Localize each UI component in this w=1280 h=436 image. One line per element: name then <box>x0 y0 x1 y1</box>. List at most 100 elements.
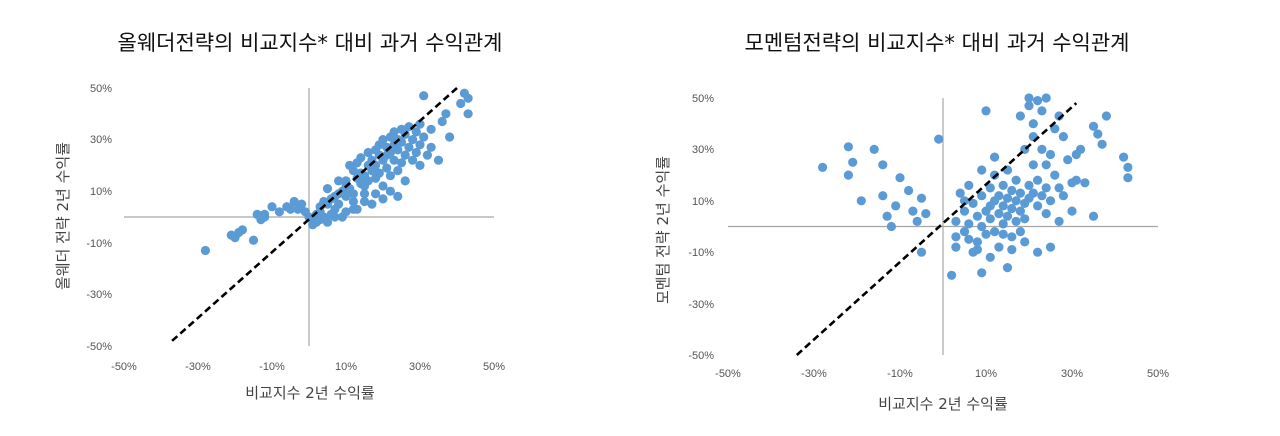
data-point <box>1123 162 1133 172</box>
data-point <box>426 124 436 134</box>
data-point <box>348 196 358 207</box>
y-tick-label: 10% <box>692 196 714 208</box>
data-point <box>1101 111 1111 121</box>
data-point <box>389 127 399 137</box>
x-tick-label: -10% <box>259 361 285 373</box>
data-point <box>248 235 259 245</box>
x-tick-label: -30% <box>185 361 211 373</box>
data-point <box>408 135 418 145</box>
data-point <box>334 199 344 209</box>
data-point <box>1119 152 1129 162</box>
data-point <box>348 204 358 214</box>
data-point <box>374 168 384 178</box>
data-point <box>378 135 388 145</box>
data-point <box>985 183 995 193</box>
data-point <box>393 166 403 176</box>
data-point <box>886 221 897 232</box>
data-point <box>1045 196 1056 206</box>
data-point <box>1123 173 1133 183</box>
data-point <box>977 268 987 278</box>
data-point <box>1011 175 1021 185</box>
data-point <box>1050 170 1060 180</box>
data-point <box>843 142 854 152</box>
data-point <box>341 207 351 217</box>
x-axis-ticks: -50% -30% -10% 10% 30% 50% <box>715 368 1169 380</box>
data-point <box>1097 139 1107 149</box>
data-point <box>1020 214 1030 224</box>
data-point <box>1033 201 1043 211</box>
data-point <box>964 180 974 190</box>
chart-momentum: 모멘텀전략의 비교지수* 대비 과거 수익관계 50% 30% 10% -10%… <box>654 31 1169 413</box>
data-point <box>1063 155 1073 165</box>
data-point <box>363 176 373 186</box>
data-point <box>1011 216 1021 226</box>
data-point <box>393 145 403 155</box>
data-point <box>389 155 399 165</box>
x-tick-label: -50% <box>111 361 137 373</box>
data-point <box>959 196 970 206</box>
y-tick-label: -10% <box>688 247 714 259</box>
data-point <box>1067 206 1077 216</box>
data-point <box>385 186 395 196</box>
data-point <box>200 245 210 256</box>
data-point <box>994 191 1004 201</box>
x-tick-label: 10% <box>975 368 997 380</box>
data-point <box>1041 160 1051 170</box>
data-point <box>998 180 1008 190</box>
data-point <box>400 150 410 160</box>
y-axis-title: 올웨더 전략 2년 수익률 <box>54 142 72 290</box>
data-point <box>396 158 407 168</box>
data-point <box>848 157 858 167</box>
data-point <box>843 170 854 180</box>
data-point <box>315 215 325 225</box>
data-point <box>990 152 1000 162</box>
data-point <box>959 227 970 237</box>
data-point <box>463 109 473 119</box>
data-point <box>972 237 983 247</box>
data-point <box>912 216 922 226</box>
data-point <box>1088 211 1099 221</box>
data-point <box>1015 227 1025 237</box>
data-point <box>411 147 421 158</box>
data-point <box>415 140 425 150</box>
data-point <box>267 202 277 212</box>
data-point <box>955 188 965 198</box>
data-point <box>959 206 970 216</box>
data-point <box>1028 119 1038 129</box>
data-point <box>422 150 432 160</box>
data-point <box>878 191 888 201</box>
x-tick-label: 30% <box>1061 368 1083 380</box>
data-point <box>341 191 351 201</box>
y-axis-ticks: 50% 30% 10% -10% -30% -50% <box>86 83 112 353</box>
data-point <box>415 119 425 129</box>
data-point <box>385 171 395 181</box>
y-axis-title: 모멘텀 전략 2년 수익률 <box>654 156 672 304</box>
data-point <box>951 216 961 226</box>
data-point <box>977 221 987 232</box>
data-point <box>400 176 410 186</box>
data-point <box>234 227 244 238</box>
data-point <box>1054 183 1064 193</box>
data-point <box>322 184 333 194</box>
data-point <box>998 219 1008 229</box>
x-tick-label: -10% <box>887 368 913 380</box>
data-point <box>363 147 373 158</box>
data-point <box>1033 96 1043 106</box>
data-point <box>985 214 995 224</box>
data-point <box>1041 93 1051 103</box>
data-point <box>404 142 414 152</box>
y-tick-label: 10% <box>90 186 112 198</box>
data-point <box>977 165 987 175</box>
data-point <box>1007 232 1017 242</box>
x-tick-label: -50% <box>715 368 741 380</box>
y-tick-label: -30% <box>688 299 714 311</box>
data-point <box>1024 101 1034 111</box>
chart-title: 올웨더전략의 비교지수* 대비 과거 수익관계 <box>118 31 503 55</box>
data-point <box>916 193 927 203</box>
data-point <box>981 229 991 239</box>
y-tick-label: 30% <box>692 144 714 156</box>
data-point <box>972 211 983 221</box>
data-point <box>289 196 299 207</box>
data-point <box>441 109 451 119</box>
data-point <box>285 204 296 214</box>
